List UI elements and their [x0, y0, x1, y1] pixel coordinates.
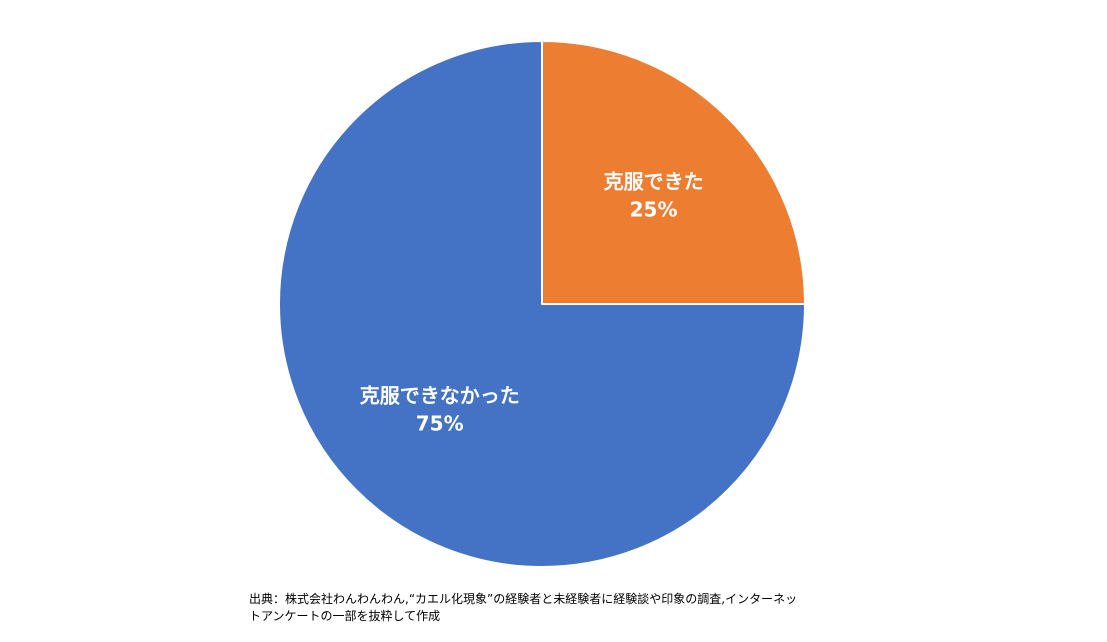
pie-slice-value-0: 25%: [630, 197, 678, 221]
pie-slice-category-0: 克服できた: [604, 169, 704, 193]
pie-slice-label-1: 克服できなかった 75%: [360, 383, 520, 435]
pie-slice-1: [278, 40, 806, 568]
pie-chart: 克服できた 25% 克服できなかった 75%: [278, 40, 806, 568]
source-note: 出典：株式会社わんわんわん,“カエル化現象”の経験者と未経験者に経験談や印象の調…: [249, 591, 949, 625]
pie-slice-label-0: 克服できた 25%: [604, 169, 704, 221]
pie-slice-value-1: 75%: [416, 411, 464, 435]
source-note-line-2: トアンケートの一部を抜粋して作成: [249, 609, 441, 623]
source-note-line-1: 出典：株式会社わんわんわん,“カエル化現象”の経験者と未経験者に経験談や印象の調…: [249, 592, 798, 606]
pie-slice-0: [541, 40, 806, 305]
pie-slice-category-1: 克服できなかった: [360, 383, 520, 407]
